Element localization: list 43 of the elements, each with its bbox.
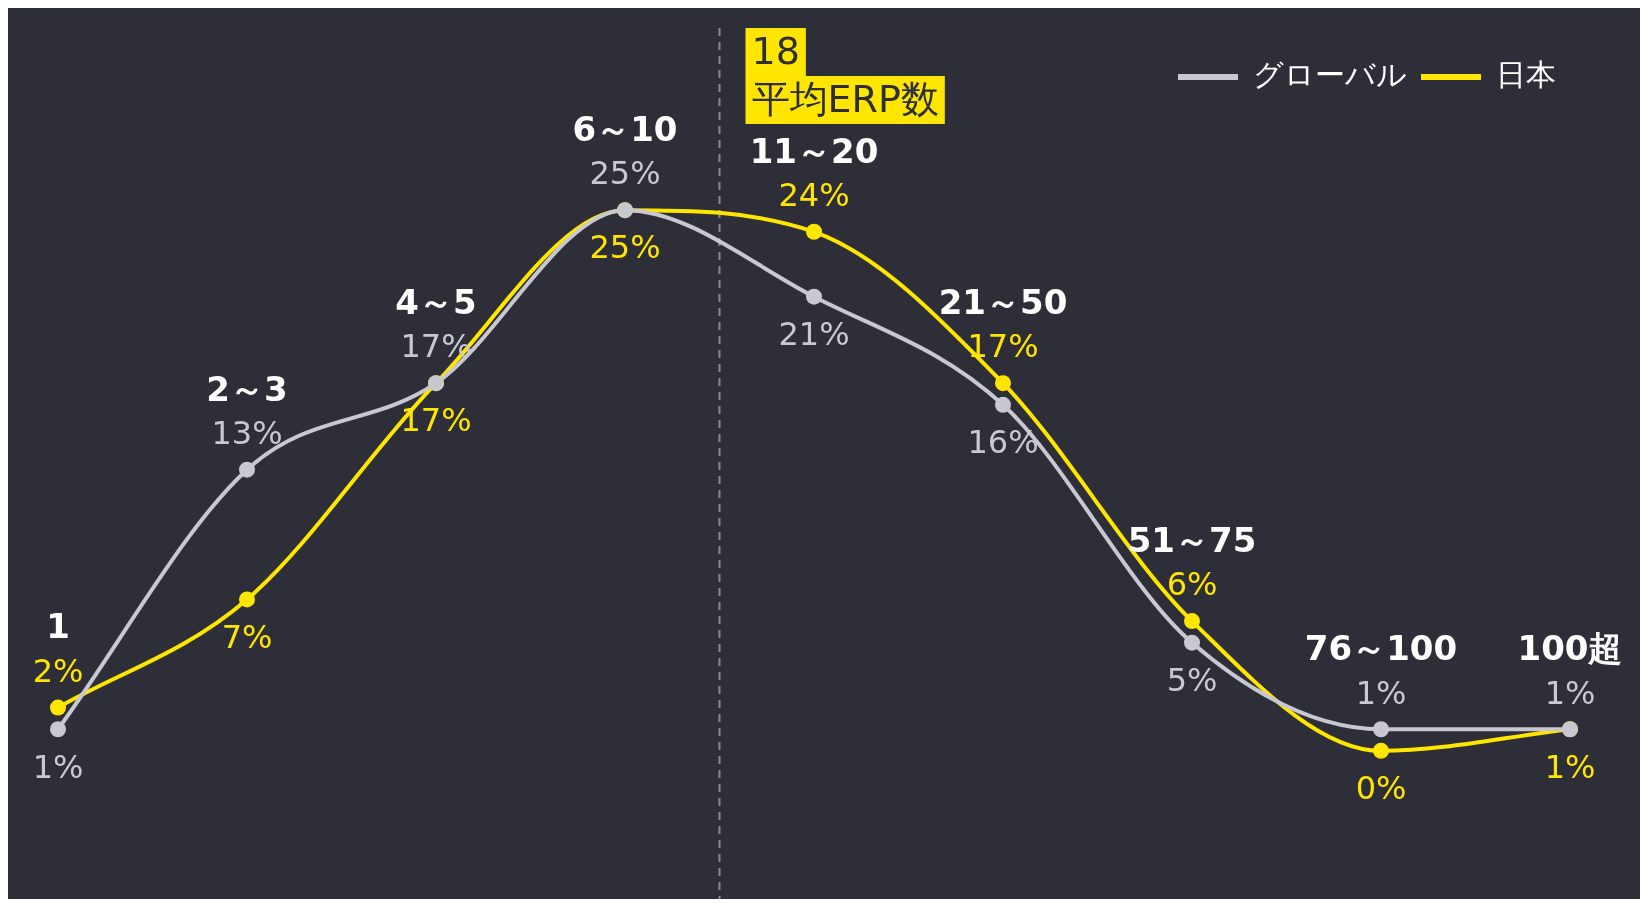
data-label: 25%: [589, 154, 661, 193]
data-label: 25%: [589, 228, 661, 267]
data-label: 0%: [1355, 769, 1407, 808]
x-tick-label: 11～20: [749, 130, 879, 171]
x-tick-label: 51～75: [1127, 519, 1257, 560]
point: [1373, 721, 1389, 738]
data-label: 17%: [967, 327, 1039, 366]
x-tick-label: 21～50: [938, 282, 1068, 322]
text: 平均ERP数: [751, 76, 939, 121]
data-label: 17%: [400, 327, 472, 366]
data-label: 1%: [1544, 673, 1596, 712]
data-label: 6%: [1166, 565, 1218, 604]
text: 18: [751, 28, 800, 73]
x-tick-label: 2～3: [206, 368, 288, 409]
point: [1184, 634, 1200, 651]
legend-label: 日本: [1496, 56, 1556, 92]
point: [806, 223, 822, 240]
point: [239, 461, 255, 478]
data-label: 16%: [967, 423, 1039, 462]
x-tick-label: 100超: [1517, 628, 1623, 669]
data-label: 2%: [32, 651, 84, 690]
data-label: 1%: [1544, 747, 1596, 786]
point: [1184, 613, 1200, 630]
data-label: 5%: [1166, 661, 1218, 700]
x-tick-label: 4～5: [395, 282, 477, 322]
data-label: 17%: [400, 401, 472, 440]
data-label: 7%: [221, 617, 273, 656]
data-label: 1%: [1355, 673, 1407, 712]
x-tick-label: 76～100: [1304, 628, 1458, 669]
point: [50, 699, 66, 716]
data-label: 21%: [778, 314, 850, 353]
point: [50, 721, 66, 738]
data-label: 1%: [32, 747, 84, 786]
point: [995, 375, 1011, 392]
point: [806, 288, 822, 305]
data-label: 24%: [778, 176, 850, 215]
legend-label: グローバル: [1253, 56, 1407, 92]
point: [239, 591, 255, 608]
x-tick-label: 6～10: [572, 108, 678, 149]
x-tick-label: 1: [46, 606, 70, 647]
point: [1373, 742, 1389, 759]
point: [995, 396, 1011, 413]
data-label: 13%: [211, 414, 283, 452]
